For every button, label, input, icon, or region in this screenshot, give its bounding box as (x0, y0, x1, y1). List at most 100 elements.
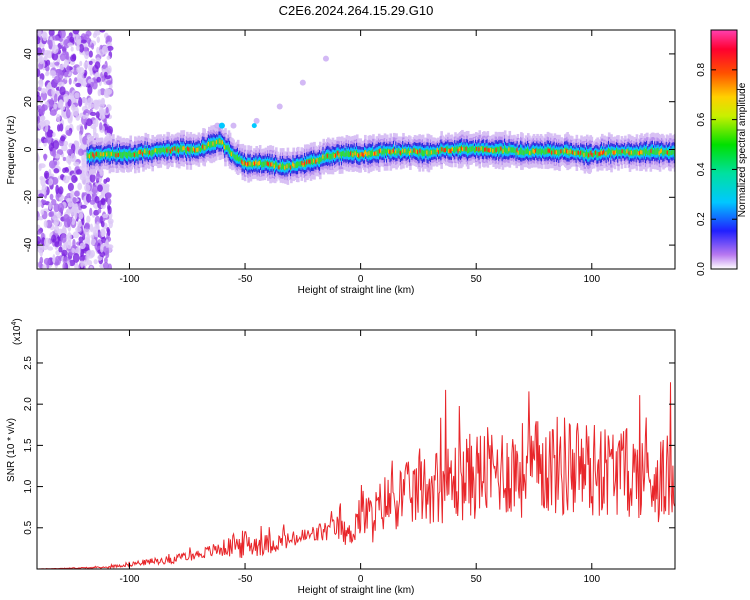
spectrogram-axes: -100 -50 0 50 100 -40 -20 0 20 40 (23, 30, 675, 285)
noise-blob (65, 155, 73, 164)
arc-blob (214, 122, 221, 129)
spectrogram-panel: -100 -50 0 50 100 -40 -20 0 20 40 Height of strai… (6, 29, 676, 296)
noise-blob (84, 98, 88, 109)
noise-blob (58, 246, 63, 253)
noise-blob (37, 230, 42, 235)
noise-blob (61, 249, 68, 257)
noise-blob (71, 247, 76, 254)
snr-y-multiplier: (x104) (11, 318, 23, 345)
arc-blob (253, 117, 260, 124)
noise-blob (103, 71, 108, 78)
noise-blob (40, 88, 47, 94)
y-tick-label: 1.5 (23, 438, 34, 452)
noise-blob (76, 125, 80, 131)
noise-blob (37, 94, 42, 102)
noise-blob (48, 160, 56, 169)
x-tick-label: -100 (119, 274, 139, 285)
noise-blob (75, 169, 82, 175)
y-tick-label: 0 (23, 146, 34, 152)
noise-blob (49, 109, 57, 116)
noise-blob (74, 190, 80, 197)
noise-blob (43, 138, 49, 144)
noise-blob (95, 172, 100, 181)
noise-blob (56, 211, 62, 219)
noise-blob (52, 254, 56, 264)
noise-blob (105, 250, 110, 259)
noise-blob (37, 110, 40, 117)
noise-blob (80, 204, 87, 209)
noise-blob (82, 114, 87, 120)
noise-blob (79, 125, 84, 135)
noise-blob (45, 59, 51, 66)
colorbar-tick-label: 0.8 (696, 62, 707, 76)
noise-blob (38, 78, 44, 88)
figure-title: C2E6.2024.264.15.29.G10 (279, 3, 434, 18)
noise-blob (65, 108, 71, 119)
noise-blob (38, 193, 44, 198)
colorbar: 0.0 0.2 0.4 0.6 0.8 Normalized spectral ampl… (696, 29, 748, 276)
noise-blob (49, 193, 54, 201)
noise-blob (87, 97, 94, 104)
noise-blob (58, 186, 64, 195)
noise-blob (57, 202, 65, 213)
noise-blob (54, 255, 61, 266)
noise-blob (86, 177, 90, 185)
noise-blob (39, 120, 46, 128)
noise-blob (37, 236, 42, 245)
noise-blob (63, 39, 70, 49)
noise-blob (62, 156, 67, 162)
noise-blob (67, 202, 73, 208)
noise-blob (99, 113, 106, 120)
noise-blob (57, 228, 64, 235)
colorbar-label: Normalized spectral amplitude (737, 82, 748, 217)
noise-blob (79, 242, 86, 250)
noise-blob (78, 97, 83, 107)
noise-blob (71, 217, 76, 226)
noise-blob (77, 72, 84, 83)
noise-blob (93, 259, 98, 265)
noise-blob (72, 231, 80, 239)
snr-x-label: Height of straight line (km) (298, 585, 415, 596)
noise-blob (63, 241, 69, 250)
noise-blob (88, 50, 93, 58)
noise-blob (41, 184, 47, 192)
noise-blob (106, 55, 111, 60)
x-tick-label: -50 (238, 274, 253, 285)
noise-blob (67, 98, 72, 107)
noise-blob (60, 233, 67, 243)
noise-blob (102, 213, 109, 219)
noise-blob (91, 184, 99, 194)
noise-blob (99, 30, 106, 33)
noise-blob (37, 115, 41, 124)
noise-blob (106, 125, 114, 135)
noise-blob (63, 175, 70, 184)
y-tick-label: 40 (23, 48, 34, 60)
noise-blob (80, 39, 87, 44)
noise-blob (80, 260, 84, 268)
noise-blob (105, 80, 113, 86)
noise-blob (52, 35, 60, 41)
noise-blob (88, 60, 93, 65)
noise-blob (45, 71, 50, 77)
noise-blob (51, 87, 56, 97)
noise-blob (84, 222, 91, 230)
noise-blob (71, 174, 78, 184)
noise-blob (106, 227, 110, 233)
noise-blob (53, 217, 60, 227)
noise-blob (52, 147, 57, 158)
noise-blob (97, 184, 103, 192)
noise-blob (94, 196, 100, 204)
noise-blob (48, 30, 55, 37)
noise-blob (49, 62, 54, 68)
noise-blob (89, 173, 96, 183)
noise-blob (76, 66, 82, 74)
noise-blob (89, 67, 93, 76)
noise-blob (47, 246, 54, 251)
noise-blob (48, 211, 53, 217)
noise-blob (77, 220, 82, 228)
noise-blob (95, 111, 100, 119)
colorbar-ticks: 0.0 0.2 0.4 0.6 0.8 (696, 62, 737, 276)
noise-blob (38, 56, 45, 65)
noise-blob (94, 117, 99, 128)
noise-blob (99, 122, 103, 131)
